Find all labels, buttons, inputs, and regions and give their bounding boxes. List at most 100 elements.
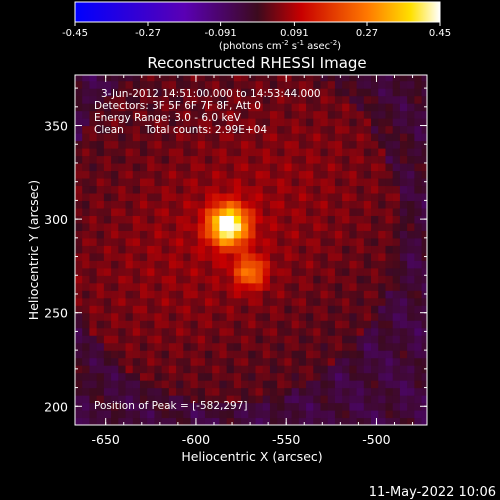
heatmap-cell: [212, 80, 221, 89]
heatmap-cell: [407, 222, 415, 231]
heatmap-cell: [349, 320, 358, 329]
heatmap-cell: [349, 237, 358, 246]
heatmap-cell: [298, 282, 307, 291]
heatmap-cell: [219, 282, 228, 291]
heatmap-cell: [334, 417, 343, 425]
heatmap-cell: [277, 185, 285, 194]
heatmap-cell: [363, 155, 372, 164]
heatmap-cell: [392, 222, 401, 231]
heatmap-cell: [342, 200, 350, 209]
heatmap-cell: [306, 75, 314, 82]
heatmap-cell: [284, 312, 293, 321]
heatmap-cell: [421, 162, 427, 172]
heatmap-cell: [291, 410, 300, 419]
heatmap-cell: [197, 260, 206, 269]
heatmap-cell: [392, 305, 401, 314]
heatmap-cell: [161, 275, 170, 284]
heatmap-cell: [111, 410, 119, 419]
heatmap-cell: [385, 155, 394, 164]
heatmap-cell: [226, 297, 235, 306]
heatmap-cell: [306, 200, 314, 209]
heatmap-cell: [183, 80, 192, 89]
heatmap-cell: [392, 95, 401, 104]
heatmap-cell: [269, 417, 278, 425]
heatmap-cell: [132, 140, 141, 149]
heatmap-cell: [371, 230, 379, 239]
heatmap-cell: [154, 103, 163, 112]
heatmap-cell: [147, 380, 156, 389]
heatmap-cell: [190, 290, 199, 299]
heatmap-cell: [313, 260, 322, 269]
heatmap-cell: [111, 162, 119, 172]
heatmap-cell: [385, 245, 394, 254]
heatmap-cell: [168, 230, 177, 239]
heatmap-cell: [334, 357, 343, 366]
heatmap-cell: [176, 185, 184, 194]
heatmap-cell: [414, 395, 423, 404]
heatmap-cell: [269, 252, 278, 261]
heatmap-cell: [226, 327, 235, 336]
heatmap-cell: [168, 380, 177, 389]
heatmap-cell: [103, 147, 112, 157]
heatmap-cell: [147, 395, 156, 404]
heatmap-cell: [219, 275, 228, 284]
heatmap-cell: [161, 95, 170, 104]
heatmap-cell: [392, 350, 401, 359]
heatmap-cell: [139, 192, 148, 202]
heatmap-cell: [399, 177, 408, 187]
heatmap-cell: [176, 245, 184, 254]
heatmap-cell: [118, 387, 127, 396]
heatmap-cell: [414, 335, 423, 344]
heatmap-cell: [421, 380, 427, 389]
heatmap-cell: [414, 215, 423, 224]
heatmap-cell: [96, 147, 105, 157]
heatmap-cell: [378, 252, 387, 261]
heatmap-cell: [168, 162, 177, 172]
heatmap-cell: [320, 290, 329, 299]
heatmap-cell: [342, 147, 350, 157]
heatmap-cell: [154, 222, 163, 231]
heatmap-cell: [414, 305, 423, 314]
heatmap-cell: [269, 110, 278, 119]
heatmap-cell: [118, 147, 127, 157]
heatmap-cell: [356, 222, 365, 231]
heatmap-cell: [255, 350, 264, 359]
heatmap-cell: [262, 162, 271, 172]
heatmap-cell: [262, 245, 271, 254]
heatmap-cell: [269, 80, 278, 89]
heatmap-cell: [342, 245, 350, 254]
heatmap-cell: [334, 207, 343, 216]
heatmap-cell: [183, 215, 192, 224]
heatmap-cell: [269, 290, 278, 299]
heatmap-cell: [118, 177, 127, 187]
heatmap-cell: [298, 320, 307, 329]
heatmap-cell: [378, 350, 387, 359]
heatmap-cell: [298, 103, 307, 112]
heatmap-cell: [82, 305, 91, 314]
heatmap-cell: [96, 75, 105, 82]
heatmap-cell: [197, 200, 206, 209]
heatmap-cell: [233, 147, 242, 157]
heatmap-cell: [233, 342, 242, 351]
heatmap-cell: [327, 365, 336, 374]
heatmap-cell: [233, 95, 242, 104]
heatmap-cell: [371, 133, 379, 142]
heatmap-cell: [168, 350, 177, 359]
heatmap-cell: [421, 417, 427, 425]
heatmap-cell: [392, 80, 401, 89]
heatmap-cell: [399, 75, 408, 82]
heatmap-cell: [327, 200, 336, 209]
heatmap-cell: [241, 222, 249, 231]
heatmap-cell: [248, 342, 257, 351]
heatmap-cell: [226, 260, 235, 269]
heatmap-cell: [212, 88, 221, 97]
heatmap-cell: [176, 118, 184, 127]
heatmap-cell: [306, 177, 314, 187]
heatmap-cell: [320, 237, 329, 246]
heatmap-cell: [342, 342, 350, 351]
heatmap-cell: [132, 185, 141, 194]
heatmap-cell: [378, 335, 387, 344]
heatmap-cell: [125, 200, 134, 209]
heatmap-cell: [139, 177, 148, 187]
heatmap-cell: [233, 327, 242, 336]
